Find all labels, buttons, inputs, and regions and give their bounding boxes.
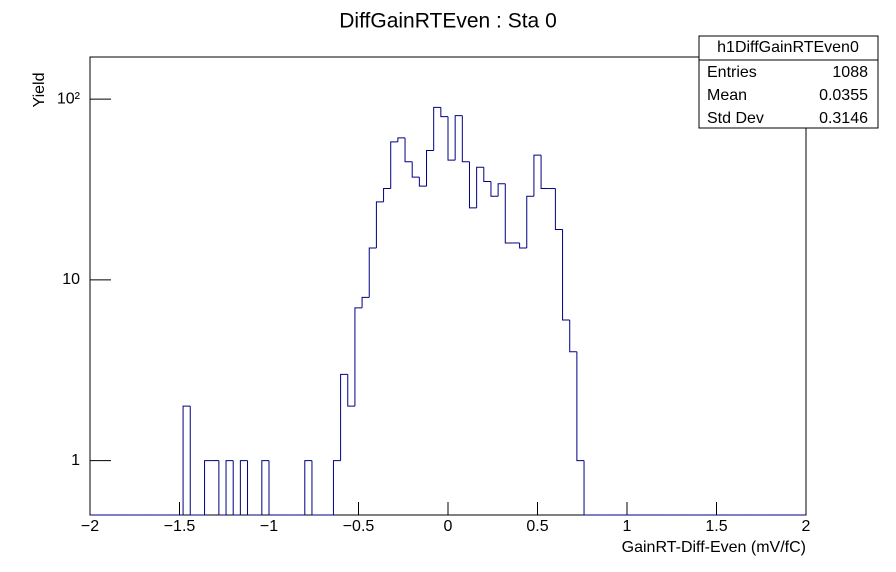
x-tick-label: −0.5 xyxy=(343,518,375,535)
x-tick-label: −1 xyxy=(260,518,278,535)
histogram-bin xyxy=(583,460,592,516)
histogram-bin xyxy=(476,166,484,208)
stats-label: Mean xyxy=(707,87,747,104)
histogram-bin xyxy=(225,460,234,515)
histogram-bin xyxy=(497,183,506,197)
histogram-bin xyxy=(332,460,341,515)
stats-label: Std Dev xyxy=(707,110,764,127)
x-tick-label: 1 xyxy=(623,518,632,535)
histogram-bin xyxy=(218,460,227,516)
histogram-bin xyxy=(347,374,355,407)
histogram-bin xyxy=(232,460,241,516)
histogram-bin xyxy=(247,460,255,516)
histogram-bin xyxy=(533,154,542,197)
stats-label: Entries xyxy=(707,64,757,81)
y-tick-label: 10² xyxy=(57,90,81,107)
chart-title: DiffGainRTEven : Sta 0 xyxy=(339,10,557,33)
stats-box: h1DiffGainRTEven0 Entries 1088 Mean 0.0355 S… xyxy=(698,35,879,129)
x-tick-label: −2 xyxy=(81,518,99,535)
histogram-bin xyxy=(368,247,377,298)
histogram-bin xyxy=(354,307,363,407)
histogram-bin xyxy=(261,460,269,515)
histogram-bin xyxy=(504,183,513,244)
histogram-bin xyxy=(189,406,198,516)
histogram-bin xyxy=(569,319,577,353)
histogram-bin xyxy=(447,116,456,161)
x-tick-label: 2 xyxy=(802,518,811,535)
histogram-bin xyxy=(576,351,585,462)
x-axis-label: GainRT-Diff-Even (mV/fC) xyxy=(622,539,806,556)
histogram-bin xyxy=(418,177,427,187)
histogram-bin xyxy=(304,460,312,515)
histogram-bin xyxy=(526,195,534,249)
histogram-bin xyxy=(440,107,448,118)
histogram-bin xyxy=(204,460,212,515)
histogram-bin xyxy=(390,141,398,189)
histogram-bin xyxy=(554,188,563,230)
histogram-bin xyxy=(483,167,491,183)
y-tick-label: 10 xyxy=(62,271,80,288)
histogram-bin xyxy=(411,161,420,178)
histogram-bin xyxy=(397,137,406,142)
histogram-bin xyxy=(461,115,470,163)
histogram-bin xyxy=(490,181,499,197)
y-axis-label: Yield xyxy=(31,73,48,108)
stats-value: 0.3146 xyxy=(819,110,868,127)
histogram-bin xyxy=(361,296,370,308)
histogram-bin xyxy=(340,373,348,461)
histogram-bin xyxy=(239,460,248,515)
x-tick-label: 0.5 xyxy=(526,518,548,535)
histogram-bin xyxy=(383,188,391,202)
stats-frame xyxy=(698,35,879,129)
histogram-bin xyxy=(562,229,570,321)
histogram-bin xyxy=(454,115,463,161)
histogram-bin xyxy=(540,155,549,190)
histogram-bin xyxy=(468,161,477,209)
histogram-bin xyxy=(519,242,527,249)
x-tick-label: 1.5 xyxy=(705,518,727,535)
histogram-bin xyxy=(426,149,434,187)
stats-title: h1DiffGainRTEven0 xyxy=(717,39,859,56)
y-tick-label: 1 xyxy=(71,452,80,469)
x-tick-label: −1.5 xyxy=(164,518,196,535)
histogram-bin xyxy=(268,460,277,516)
histogram-bin xyxy=(311,460,320,516)
stats-value: 0.0355 xyxy=(819,87,868,104)
histogram-bin xyxy=(404,137,413,163)
histogram-bin xyxy=(182,405,191,515)
stats-value: 1088 xyxy=(832,64,868,81)
histogram-bin xyxy=(433,106,441,151)
x-tick-label: 0 xyxy=(444,518,453,535)
histogram-bin xyxy=(375,201,384,249)
